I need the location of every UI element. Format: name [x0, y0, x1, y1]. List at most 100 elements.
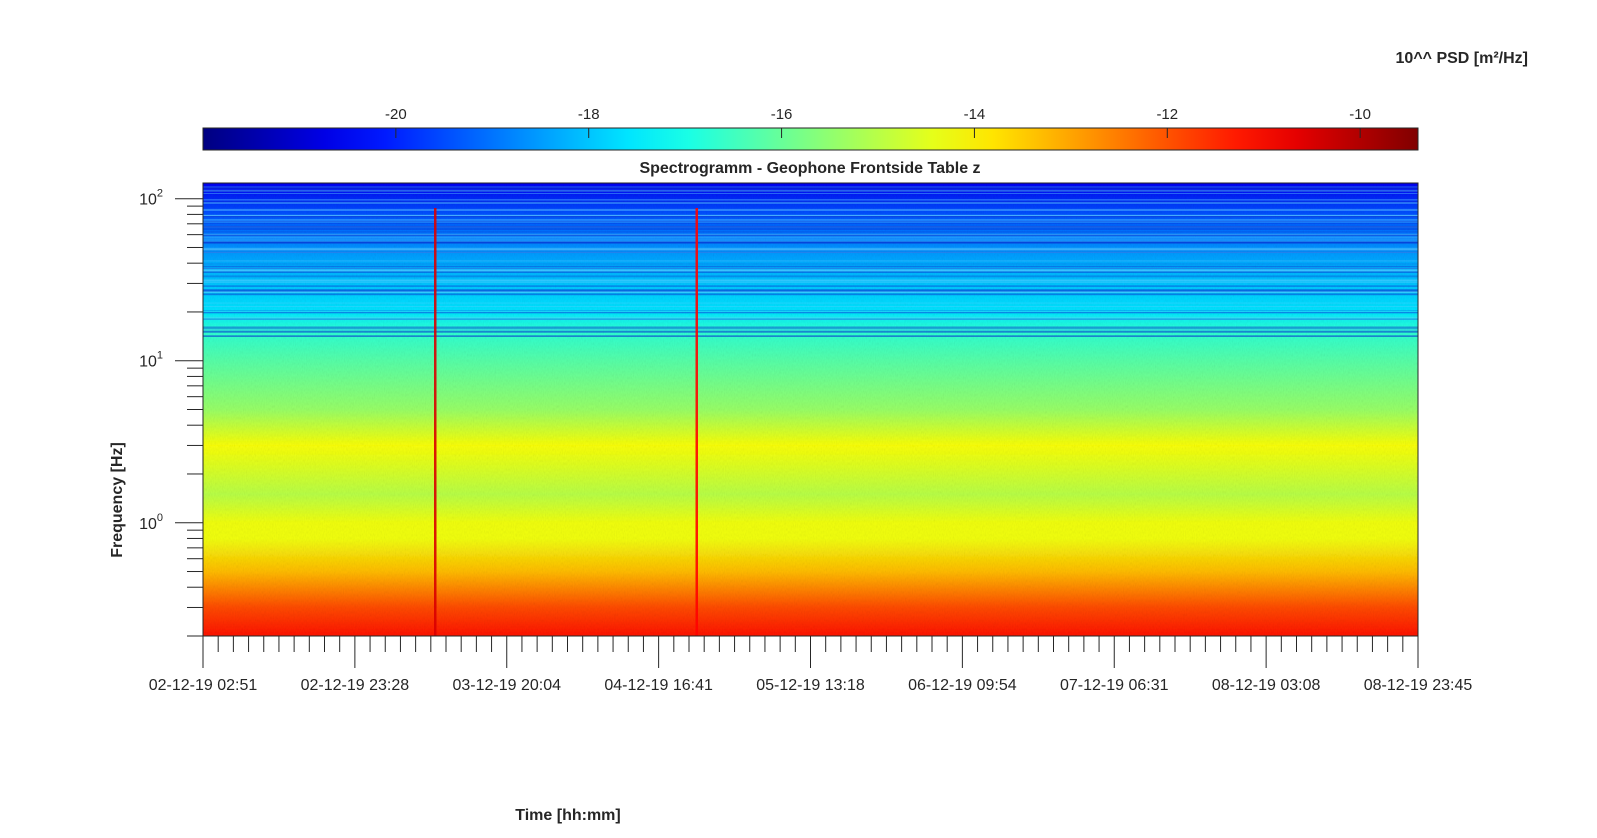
spectrogram-bands: [203, 186, 1418, 337]
x-tick-label: 05-12-19 13:18: [756, 677, 865, 694]
x-axis-label: Time [hh:mm]: [515, 807, 620, 824]
spectrogram-band: [203, 336, 1418, 337]
chart-title: Spectrogramm - Geophone Frontside Table …: [639, 160, 980, 177]
spectrogram-band: [203, 289, 1418, 292]
spectrogram-band: [203, 228, 1418, 230]
spectrogram-band: [203, 190, 1418, 192]
spectrogram-band: [203, 302, 1418, 304]
event-streak: [695, 208, 698, 636]
spectrogram-band: [203, 290, 1418, 292]
x-tick-label: 02-12-19 02:51: [149, 677, 258, 694]
spectrogram-band: [203, 310, 1418, 312]
spectrogram-image: [203, 183, 1418, 636]
spectrogram-band: [203, 263, 1418, 265]
spectrogram-band: [203, 221, 1418, 223]
spectrogram-band: [203, 227, 1418, 229]
spectrogram-band: [203, 327, 1418, 330]
spectrogram-band: [203, 225, 1418, 228]
colorbar-ticks: -20 -18 -16 -14 -12 -10: [385, 106, 1371, 138]
colorbar-tick-label: -18: [578, 106, 600, 123]
spectrogram-band: [203, 290, 1418, 292]
spectrogram-band: [203, 330, 1418, 333]
colorbar-gradient: [203, 128, 1418, 150]
x-tick-label: 03-12-19 20:04: [452, 677, 561, 694]
spectrogram-band: [203, 215, 1418, 218]
spectrogram-band: [203, 219, 1418, 221]
spectrogram-band: [203, 265, 1418, 268]
y-tick-label: 101: [139, 350, 163, 371]
x-tick-label: 07-12-19 06:31: [1060, 677, 1169, 694]
event-streak: [434, 208, 437, 636]
colorbar-tick-label: -16: [771, 106, 793, 123]
spectrogram-band: [203, 248, 1418, 251]
y-tick-label: 102: [139, 188, 163, 209]
colorbar: -20 -18 -16 -14 -12 -10 10^^ PSD [m²/Hz]: [202, 50, 1528, 151]
spectrogram-band: [203, 293, 1418, 295]
spectrogram-band: [203, 306, 1418, 307]
spectrogram-band: [203, 260, 1418, 262]
spectrogram-band: [203, 238, 1418, 240]
spectrogram-band: [203, 310, 1418, 313]
spectrogram-band: [203, 189, 1418, 191]
spectrogram-band: [203, 186, 1418, 188]
x-tick-label: 08-12-19 03:08: [1212, 677, 1321, 694]
spectrogram-band: [203, 285, 1418, 287]
colorbar-frame: [202, 127, 1419, 151]
spectrogram-band: [203, 270, 1418, 272]
x-tick-label: 02-12-19 23:28: [301, 677, 410, 694]
spectrogram-band: [203, 268, 1418, 270]
spectrogram-band: [203, 335, 1418, 337]
colorbar-label: 10^^ PSD [m²/Hz]: [1396, 50, 1528, 67]
spectrogram-band: [203, 289, 1418, 291]
spectrogram-band: [203, 201, 1418, 203]
spectrogram-band: [203, 236, 1418, 239]
spectrogram-band: [203, 209, 1418, 211]
spectrogram-band: [203, 221, 1418, 222]
colorbar-tick-label: -14: [964, 106, 986, 123]
spectrogram-band: [203, 275, 1418, 278]
spectrogram-band: [203, 234, 1418, 236]
y-axis: 100 101 102: [139, 188, 203, 637]
colorbar-tick-label: -20: [385, 106, 407, 123]
spectrogram-band: [203, 311, 1418, 314]
plot-area: [202, 182, 1419, 637]
spectrogram-band: [203, 291, 1418, 293]
spectrogram-band: [203, 202, 1418, 204]
spectrogram-band: [203, 271, 1418, 273]
spectrogram-band: [203, 240, 1418, 242]
spectrogram-band: [203, 319, 1418, 320]
spectrogram-band: [203, 269, 1418, 271]
spectrogram-band: [203, 187, 1418, 189]
spectrogram-band: [203, 215, 1418, 216]
spectrogram-band: [203, 222, 1418, 224]
spectrogram-band: [203, 233, 1418, 235]
spectrogram-band: [203, 318, 1418, 320]
spectrogram-band: [203, 329, 1418, 331]
spectrogram-band: [203, 241, 1418, 244]
spectrogram-band: [203, 231, 1418, 233]
spectrogram-band: [203, 251, 1418, 253]
spectrogram-band: [203, 267, 1418, 269]
spectrogram-band: [203, 190, 1418, 192]
colorbar-tick-label: -10: [1349, 106, 1371, 123]
spectrogram-band: [203, 199, 1418, 201]
x-tick-label: 04-12-19 16:41: [604, 677, 713, 694]
spectrogram-band: [203, 225, 1418, 228]
spectrogram-band: [203, 279, 1418, 282]
spectrogram-band: [203, 214, 1418, 217]
y-axis-label: Frequency [Hz]: [109, 442, 126, 558]
y-tick-label: 100: [139, 512, 163, 533]
spectrogram-band: [203, 226, 1418, 228]
x-tick-label: 06-12-19 09:54: [908, 677, 1017, 694]
spectrogram-band: [203, 293, 1418, 296]
x-axis: 02-12-19 02:51 02-12-19 23:28 03-12-19 20:…: [149, 636, 1473, 694]
spectrogram-band: [203, 208, 1418, 211]
spectrogram-band: [203, 281, 1418, 283]
spectrogram-band: [203, 316, 1418, 319]
spectrogram-band: [203, 193, 1418, 194]
spectrogram-events: [434, 208, 698, 636]
spectrogram-band: [203, 326, 1418, 329]
colorbar-tick-label: -12: [1156, 106, 1178, 123]
x-tick-label: 08-12-19 23:45: [1364, 677, 1473, 694]
